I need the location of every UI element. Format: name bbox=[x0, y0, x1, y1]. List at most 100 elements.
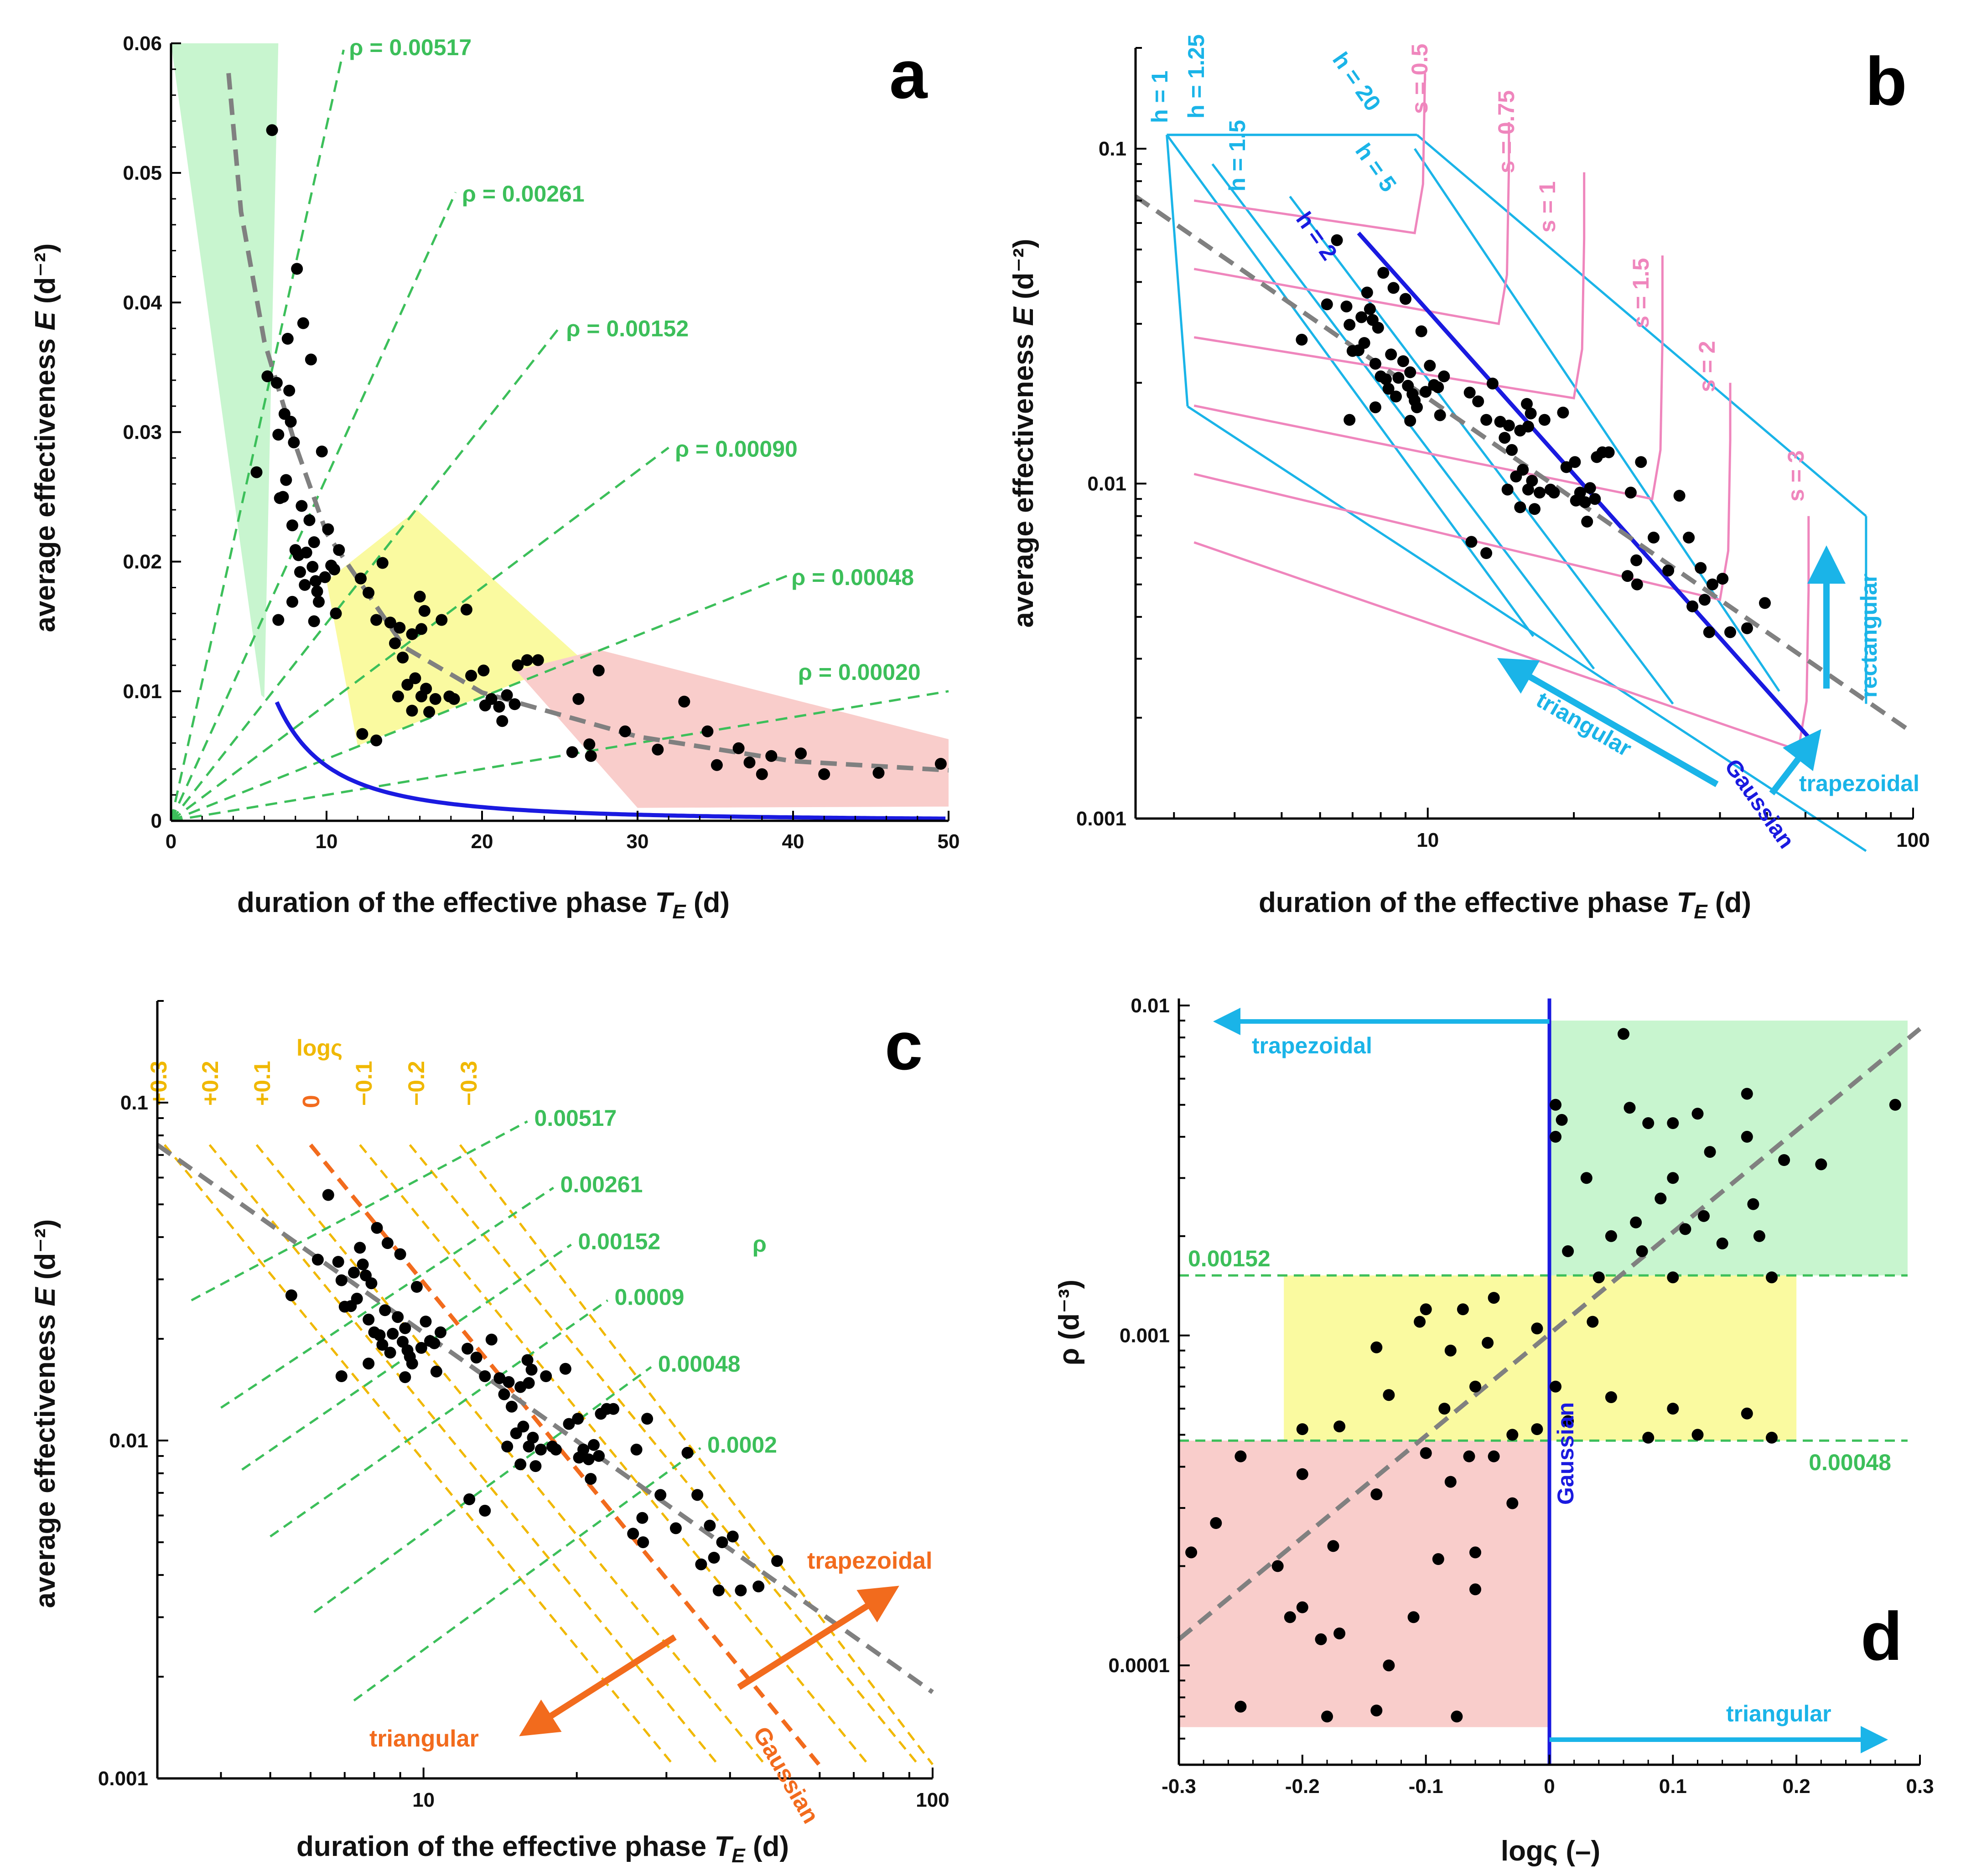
a-point bbox=[272, 614, 285, 626]
d-xtick-label: 0.2 bbox=[1783, 1775, 1810, 1798]
d-point bbox=[1488, 1292, 1500, 1304]
c-point bbox=[435, 1326, 446, 1338]
d-point bbox=[1667, 1271, 1679, 1284]
c-point bbox=[322, 1189, 334, 1201]
d-point bbox=[1506, 1497, 1519, 1509]
a-point bbox=[330, 607, 342, 620]
c-rho-label: 0.00152 bbox=[578, 1228, 660, 1254]
d-point bbox=[1679, 1223, 1691, 1235]
c-point bbox=[523, 1441, 535, 1453]
c-point bbox=[577, 1443, 590, 1456]
b-point bbox=[1415, 325, 1427, 337]
b-point bbox=[1534, 487, 1546, 499]
b-h-line bbox=[1211, 163, 1595, 670]
c-point bbox=[335, 1274, 348, 1286]
c-annotations: trapezoidal triangular Gaussian bbox=[369, 1548, 933, 1828]
d-points bbox=[1185, 1028, 1901, 1723]
b-point bbox=[1759, 597, 1771, 609]
b-point bbox=[1686, 600, 1699, 612]
b-point bbox=[1344, 414, 1356, 426]
d-point bbox=[1531, 1423, 1543, 1436]
c-point bbox=[726, 1530, 739, 1543]
a-point bbox=[308, 615, 320, 627]
d-point bbox=[1550, 1099, 1561, 1111]
a-xtick-label: 0 bbox=[166, 830, 176, 853]
b-point bbox=[1579, 496, 1591, 508]
b-h-s-families bbox=[1166, 73, 1867, 852]
b-point bbox=[1463, 386, 1476, 399]
c-point bbox=[735, 1584, 747, 1596]
b-s-curve bbox=[1193, 122, 1510, 326]
c-logzeta-line bbox=[309, 1143, 821, 1766]
c-points bbox=[285, 1189, 783, 1596]
b-point bbox=[1369, 401, 1381, 414]
a-point bbox=[418, 605, 431, 617]
c-point bbox=[365, 1277, 378, 1290]
b-h-label: h = 1.5 bbox=[1224, 120, 1250, 192]
c-lines: +0.3 +0.2 +0.1 0 −0.1 −0.2 −0.3 logς 0.00517 0.00… bbox=[146, 1035, 934, 1766]
a-region-red bbox=[516, 649, 949, 808]
d-point bbox=[1642, 1431, 1655, 1444]
a-point bbox=[355, 572, 367, 585]
c-point bbox=[506, 1400, 518, 1413]
a-point bbox=[286, 519, 298, 532]
d-axes bbox=[1178, 998, 1921, 1766]
a-point bbox=[429, 693, 441, 705]
a-point bbox=[281, 332, 294, 345]
d-point bbox=[1655, 1192, 1667, 1205]
c-point bbox=[517, 1420, 529, 1433]
b-s-curve bbox=[1193, 172, 1586, 399]
d-point bbox=[1667, 1117, 1679, 1129]
c-logzeta-title: logς bbox=[296, 1035, 342, 1061]
c-point bbox=[588, 1439, 600, 1451]
b-point bbox=[1673, 490, 1686, 502]
b-point bbox=[1392, 372, 1405, 384]
a-point bbox=[711, 759, 723, 771]
b-h-line bbox=[1416, 134, 1867, 517]
c-ytick-label: 0.01 bbox=[109, 1430, 148, 1452]
a-point bbox=[286, 596, 298, 608]
a-point bbox=[409, 672, 421, 684]
d-point bbox=[1636, 1245, 1648, 1257]
d-point bbox=[1321, 1710, 1333, 1723]
a-point bbox=[566, 746, 578, 758]
b-point bbox=[1432, 381, 1444, 394]
b-point bbox=[1369, 358, 1381, 370]
a-point bbox=[322, 523, 334, 535]
b-point bbox=[1621, 570, 1634, 582]
a-point bbox=[288, 436, 300, 449]
b-point bbox=[1648, 531, 1660, 544]
b-point bbox=[1683, 531, 1695, 544]
a-point bbox=[493, 700, 505, 713]
c-rho-line bbox=[353, 1447, 701, 1702]
c-point bbox=[363, 1313, 375, 1326]
d-point bbox=[1315, 1633, 1327, 1645]
a-rho-label: ρ = 0.00152 bbox=[566, 316, 689, 341]
d-point bbox=[1766, 1431, 1778, 1444]
c-rho-title: ρ bbox=[752, 1231, 767, 1257]
a-point bbox=[328, 563, 340, 575]
d-xtick-label: 0 bbox=[1544, 1775, 1555, 1798]
d-point bbox=[1432, 1553, 1444, 1565]
a-x-label: duration of the effective phase TE (d) bbox=[237, 887, 730, 923]
a-rho-label: ρ = 0.00020 bbox=[798, 659, 921, 685]
c-point bbox=[479, 1370, 491, 1382]
d-trapezoidal-label: trapezoidal bbox=[1252, 1033, 1372, 1058]
d-point bbox=[1370, 1341, 1383, 1353]
c-point bbox=[384, 1347, 396, 1359]
b-point bbox=[1521, 398, 1533, 410]
c-point bbox=[559, 1363, 571, 1375]
c-point bbox=[627, 1528, 639, 1540]
a-point bbox=[414, 591, 426, 603]
a-point bbox=[299, 579, 311, 591]
b-point bbox=[1377, 267, 1390, 279]
c-logzeta-label: +0.1 bbox=[249, 1061, 275, 1106]
a-point bbox=[308, 536, 320, 548]
c-point bbox=[712, 1584, 725, 1596]
d-point bbox=[1605, 1230, 1617, 1242]
d-point bbox=[1370, 1488, 1383, 1500]
c-point bbox=[332, 1256, 344, 1268]
a-point bbox=[818, 768, 830, 780]
c-point bbox=[523, 1377, 535, 1389]
c-point bbox=[381, 1237, 394, 1249]
